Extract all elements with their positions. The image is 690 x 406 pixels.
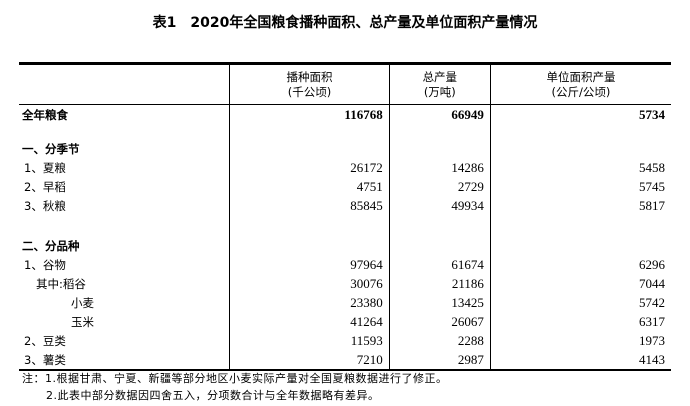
cell-yield: 5734 bbox=[489, 104, 671, 124]
cell-output: 2987 bbox=[388, 350, 491, 370]
header-yield: 单位面积产量 (公斤/公顷) bbox=[489, 63, 671, 105]
cell-output: 2288 bbox=[388, 331, 491, 350]
section-heading: 一、分季节 bbox=[22, 141, 80, 156]
cell-output: 21186 bbox=[388, 274, 491, 293]
cell-yield: 5458 bbox=[489, 158, 671, 177]
cell-output: 2729 bbox=[388, 177, 491, 196]
cell-yield: 4143 bbox=[489, 350, 671, 370]
cell-area: 41264 bbox=[229, 312, 390, 331]
table-row: 1、夏粮 26172 14286 5458 bbox=[19, 158, 671, 177]
row-label: 全年粮食 bbox=[22, 107, 68, 122]
cell-yield: 6317 bbox=[489, 312, 671, 331]
table-row: 其中:稻谷 30076 21186 7044 bbox=[19, 274, 671, 293]
cell-output: 26067 bbox=[388, 312, 491, 331]
row-label: 1、夏粮 bbox=[24, 160, 66, 175]
row-label: 玉米 bbox=[71, 314, 94, 329]
note-1: 注：1.根据甘肃、宁夏、新疆等部分地区小麦实际产量对全国夏粮数据进行了修正。 bbox=[22, 372, 448, 385]
header-blank bbox=[19, 63, 230, 105]
row-label: 小麦 bbox=[71, 295, 94, 310]
cell-area: 23380 bbox=[229, 293, 390, 312]
row-label: 2、豆类 bbox=[24, 333, 66, 348]
cell-yield: 6296 bbox=[489, 255, 671, 274]
row-label: 3、薯类 bbox=[24, 352, 66, 367]
row-label: 1、谷物 bbox=[24, 257, 66, 272]
cell-output: 61674 bbox=[388, 255, 491, 274]
table-notes: 注：1.根据甘肃、宁夏、新疆等部分地区小麦实际产量对全国夏粮数据进行了修正。 2… bbox=[22, 370, 448, 404]
cell-yield: 5745 bbox=[489, 177, 671, 196]
section-heading-row: 一、分季节 bbox=[19, 139, 671, 158]
table-title: 表1 2020年全国粮食播种面积、总产量及单位面积产量情况 bbox=[152, 15, 538, 31]
header-output: 总产量 (万吨) bbox=[388, 63, 491, 105]
cell-area: 85845 bbox=[229, 196, 390, 215]
row-label: 3、秋粮 bbox=[24, 198, 66, 213]
cell-area: 11593 bbox=[229, 331, 390, 350]
cell-area: 30076 bbox=[229, 274, 390, 293]
table-row: 3、薯类 7210 2987 4143 bbox=[19, 350, 671, 370]
section-heading: 二、分品种 bbox=[22, 238, 80, 253]
header-area: 播种面积 (千公顷) bbox=[229, 63, 390, 105]
cell-output: 49934 bbox=[388, 196, 491, 215]
cell-yield: 7044 bbox=[489, 274, 671, 293]
cell-yield: 5742 bbox=[489, 293, 671, 312]
cell-area: 7210 bbox=[229, 350, 390, 370]
grain-table: 播种面积 (千公顷) 总产量 (万吨) 单位面积产量 (公斤/公顷) 全年粮食 116… bbox=[19, 62, 671, 371]
table-row: 2、早稻 4751 2729 5745 bbox=[19, 177, 671, 196]
note-2: 2.此表中部分数据因四舍五入，分项数合计与全年数据略有差异。 bbox=[46, 389, 380, 402]
table-row: 1、谷物 97964 61674 6296 bbox=[19, 255, 671, 274]
cell-area: 26172 bbox=[229, 158, 390, 177]
cell-area: 97964 bbox=[229, 255, 390, 274]
cell-output: 13425 bbox=[388, 293, 491, 312]
row-label: 其中:稻谷 bbox=[36, 276, 86, 291]
header-row: 播种面积 (千公顷) 总产量 (万吨) 单位面积产量 (公斤/公顷) bbox=[19, 63, 671, 105]
cell-yield: 5817 bbox=[489, 196, 671, 215]
table-row: 玉米 41264 26067 6317 bbox=[19, 312, 671, 331]
table-row: 全年粮食 116768 66949 5734 bbox=[19, 104, 671, 124]
table-row: 小麦 23380 13425 5742 bbox=[19, 293, 671, 312]
section-heading-row: 二、分品种 bbox=[19, 236, 671, 255]
cell-area: 4751 bbox=[229, 177, 390, 196]
cell-output: 66949 bbox=[388, 104, 491, 124]
cell-output: 14286 bbox=[388, 158, 491, 177]
table-row: 3、秋粮 85845 49934 5817 bbox=[19, 196, 671, 215]
table-row: 2、豆类 11593 2288 1973 bbox=[19, 331, 671, 350]
cell-area: 116768 bbox=[229, 104, 390, 124]
cell-yield: 1973 bbox=[489, 331, 671, 350]
row-label: 2、早稻 bbox=[24, 179, 66, 194]
